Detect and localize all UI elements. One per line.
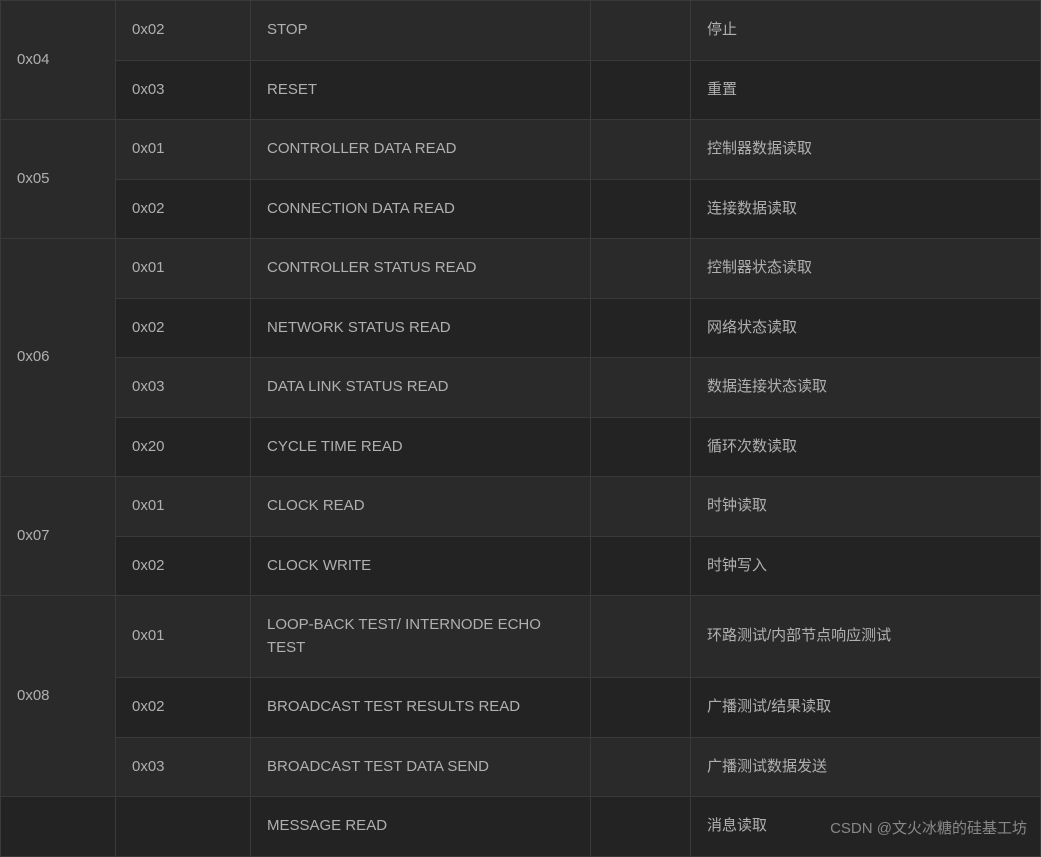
command-name-cell: STOP <box>251 1 591 61</box>
spacer-cell <box>591 477 691 537</box>
spacer-cell <box>591 737 691 797</box>
command-name-cell: BROADCAST TEST DATA SEND <box>251 737 591 797</box>
spacer-cell <box>591 797 691 857</box>
description-cell: 广播测试数据发送 <box>691 737 1041 797</box>
sub-code-cell: 0x03 <box>116 358 251 418</box>
spacer-cell <box>591 536 691 596</box>
sub-code-cell: 0x03 <box>116 737 251 797</box>
table-row: 0x02CLOCK WRITE 时钟写入 <box>1 536 1041 596</box>
command-name-cell: CONTROLLER STATUS READ <box>251 239 591 299</box>
command-name-cell: NETWORK STATUS READ <box>251 298 591 358</box>
sub-code-cell: 0x01 <box>116 596 251 678</box>
group-code-cell: 0x08 <box>1 596 116 797</box>
sub-code-cell: 0x02 <box>116 298 251 358</box>
description-cell: 控制器状态读取 <box>691 239 1041 299</box>
command-name-cell: MESSAGE READ <box>251 797 591 857</box>
description-cell: 重置 <box>691 60 1041 120</box>
table-row: 0x03RESET 重置 <box>1 60 1041 120</box>
group-code-cell: 0x05 <box>1 120 116 239</box>
command-table: 0x040x02STOP停止0x03RESET重置0x050x01CONTROL… <box>0 0 1041 857</box>
description-cell: 时钟读取 <box>691 477 1041 537</box>
description-cell: 停止 <box>691 1 1041 61</box>
command-name-cell: LOOP-BACK TEST/ INTERNODE ECHO TEST <box>251 596 591 678</box>
command-name-cell: CLOCK READ <box>251 477 591 537</box>
table-row: 0x080x01LOOP-BACK TEST/ INTERNODE ECHO T… <box>1 596 1041 678</box>
table-row: 0x20CYCLE TIME READ 循环次数读取 <box>1 417 1041 477</box>
spacer-cell <box>591 60 691 120</box>
description-cell: 环路测试/内部节点响应测试 <box>691 596 1041 678</box>
spacer-cell <box>591 120 691 180</box>
description-cell: 时钟写入 <box>691 536 1041 596</box>
group-code-cell: 0x07 <box>1 477 116 596</box>
command-name-cell: CLOCK WRITE <box>251 536 591 596</box>
table-row: 0x050x01CONTROLLER DATA READ控制器数据读取 <box>1 120 1041 180</box>
table-row: 0x02NETWORK STATUS READ 网络状态读取 <box>1 298 1041 358</box>
watermark-text: CSDN @文火冰糖的硅基工坊 <box>830 817 1027 838</box>
command-name-cell: CONTROLLER DATA READ <box>251 120 591 180</box>
group-code-cell: 0x06 <box>1 239 116 477</box>
table-row: 0x060x01CONTROLLER STATUS READ控制器状态读取 <box>1 239 1041 299</box>
description-cell: 网络状态读取 <box>691 298 1041 358</box>
description-cell: 控制器数据读取 <box>691 120 1041 180</box>
command-name-cell: CONNECTION DATA READ <box>251 179 591 239</box>
table-row: 0x040x02STOP停止 <box>1 1 1041 61</box>
spacer-cell <box>591 358 691 418</box>
sub-code-cell: 0x02 <box>116 179 251 239</box>
sub-code-cell: 0x20 <box>116 417 251 477</box>
table-row: 0x03BROADCAST TEST DATA SEND 广播测试数据发送 <box>1 737 1041 797</box>
command-name-cell: DATA LINK STATUS READ <box>251 358 591 418</box>
group-code-cell: 0x04 <box>1 1 116 120</box>
sub-code-cell: 0x01 <box>116 120 251 180</box>
sub-code-cell: 0x01 <box>116 239 251 299</box>
spacer-cell <box>591 417 691 477</box>
sub-code-cell: 0x02 <box>116 536 251 596</box>
sub-code-cell: 0x01 <box>116 477 251 537</box>
spacer-cell <box>591 179 691 239</box>
sub-code-cell: 0x03 <box>116 60 251 120</box>
table-row: 0x02CONNECTION DATA READ 连接数据读取 <box>1 179 1041 239</box>
sub-code-cell <box>116 797 251 857</box>
spacer-cell <box>591 1 691 61</box>
command-name-cell: BROADCAST TEST RESULTS READ <box>251 678 591 738</box>
description-cell: 循环次数读取 <box>691 417 1041 477</box>
sub-code-cell: 0x02 <box>116 1 251 61</box>
group-code-cell <box>1 797 116 857</box>
table-row: 0x02BROADCAST TEST RESULTS READ 广播测试/结果读取 <box>1 678 1041 738</box>
description-cell: 广播测试/结果读取 <box>691 678 1041 738</box>
description-cell: 连接数据读取 <box>691 179 1041 239</box>
spacer-cell <box>591 596 691 678</box>
sub-code-cell: 0x02 <box>116 678 251 738</box>
command-name-cell: RESET <box>251 60 591 120</box>
spacer-cell <box>591 678 691 738</box>
spacer-cell <box>591 239 691 299</box>
description-cell: 数据连接状态读取 <box>691 358 1041 418</box>
spacer-cell <box>591 298 691 358</box>
table-row: 0x03DATA LINK STATUS READ 数据连接状态读取 <box>1 358 1041 418</box>
table-row: 0x070x01CLOCK READ时钟读取 <box>1 477 1041 537</box>
command-name-cell: CYCLE TIME READ <box>251 417 591 477</box>
